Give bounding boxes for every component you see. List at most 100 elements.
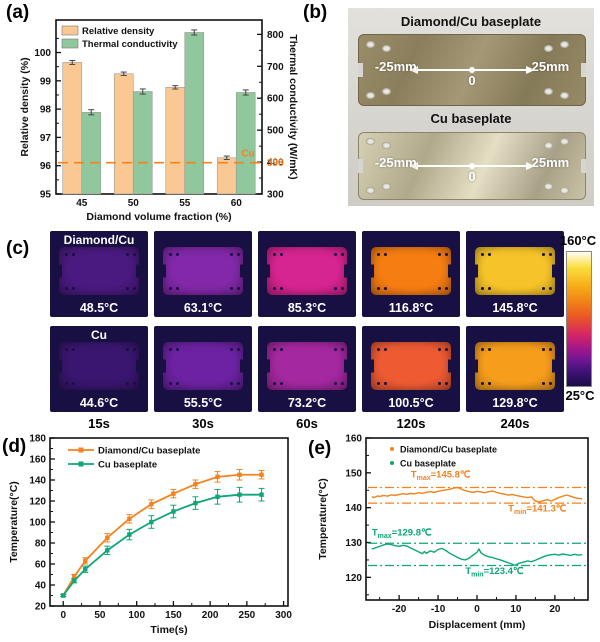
thermal-plate: [369, 247, 453, 295]
panel-b-photo: Diamond/Cu baseplate -25mm 0 25mm Cu bas…: [348, 8, 594, 206]
thermal-image-cell: 145.8°C: [466, 231, 564, 317]
svg-text:100: 100: [34, 48, 51, 59]
plate-hole: [365, 186, 375, 194]
plate-hole: [544, 182, 554, 190]
panel-label-e: (e): [308, 438, 332, 459]
ruler-label-right: 25mm: [531, 155, 570, 171]
thermal-plate: [369, 342, 453, 390]
data-point: [215, 494, 220, 499]
temperature-reading: 129.8°C: [492, 396, 538, 410]
svg-text:Relative density (%): Relative density (%): [19, 57, 31, 156]
thermal-plate: [265, 342, 349, 390]
bar-relative-density: [62, 62, 83, 195]
svg-text:150: 150: [165, 610, 182, 621]
temperature-reading: 63.1°C: [183, 301, 223, 315]
ruler-label-right: 25mm: [531, 58, 570, 74]
svg-text:Cu baseplate: Cu baseplate: [400, 459, 456, 469]
thermal-image-cell: Diamond/Cu 48.5°C: [50, 231, 148, 317]
svg-text:50: 50: [94, 610, 106, 621]
thermal-image-cell: 116.8°C: [362, 231, 460, 317]
series-line: [371, 486, 583, 503]
ruler-label-zero: 0: [468, 72, 476, 88]
data-point: [193, 500, 198, 506]
plate-hole: [381, 182, 391, 190]
data-point: [193, 482, 198, 487]
thermal-plate: [265, 247, 349, 295]
thermal-image-cell: 85.3°C: [258, 231, 356, 317]
temperature-reading: 44.6°C: [79, 396, 119, 410]
svg-text:99: 99: [40, 76, 52, 87]
svg-text:398: 398: [267, 158, 284, 169]
svg-text:Displacement (mm): Displacement (mm): [429, 619, 526, 631]
data-point: [83, 567, 88, 572]
plate-hole: [560, 40, 570, 48]
data-point: [105, 535, 110, 540]
svg-text:140: 140: [345, 503, 362, 514]
ruler-center-dot: [469, 163, 475, 169]
plate-notch: [581, 63, 586, 77]
plate-hole: [365, 138, 375, 146]
data-point: [83, 558, 88, 564]
panel-label-b: (b): [303, 2, 328, 23]
svg-text:150: 150: [345, 468, 362, 479]
svg-text:Diamond volume fraction (%): Diamond volume fraction (%): [86, 211, 231, 223]
annotation: Tmax=145.8℃: [411, 470, 471, 483]
thermal-plate: [473, 247, 557, 295]
svg-text:Time(s): Time(s): [150, 624, 187, 636]
svg-text:20: 20: [549, 604, 561, 615]
colorbar-max-label: 160°C: [559, 233, 597, 248]
bar-thermal-conductivity: [81, 111, 102, 195]
panel-label-d: (d): [2, 436, 27, 457]
svg-text:96: 96: [40, 161, 52, 172]
temperature-reading: 73.2°C: [287, 396, 327, 410]
thermal-plate: [161, 247, 245, 295]
data-point: [259, 472, 264, 477]
plate-title-cu: Cu baseplate: [430, 111, 512, 126]
svg-text:130: 130: [345, 538, 362, 549]
svg-text:-10: -10: [431, 604, 446, 615]
temperature-reading: 48.5°C: [79, 301, 119, 315]
plate-hole: [544, 88, 554, 96]
time-label: 240s: [500, 416, 530, 431]
thermal-plate: [161, 342, 245, 390]
thermal-image-cell: 63.1°C: [154, 231, 252, 317]
annotation: Tmin=123.4℃: [465, 566, 524, 579]
svg-text:20: 20: [35, 602, 47, 613]
thermal-image-cell: 100.5°C: [362, 326, 460, 412]
time-label: 15s: [88, 416, 110, 431]
plate-hole: [381, 88, 391, 96]
data-point: [237, 492, 242, 497]
thermal-colorbar: [566, 251, 592, 387]
svg-text:50: 50: [128, 198, 140, 209]
panel-c-thermal-grid: Diamond/Cu 48.5°C 63.1°C 85.3°C 116.8°C 145.8…: [50, 231, 564, 431]
svg-text:800: 800: [267, 30, 284, 41]
annotation: Tmin=141.3℃: [508, 504, 567, 516]
thermal-row-label: Diamond/Cu: [63, 233, 135, 247]
thermal-image-cell: 129.8°C: [466, 326, 564, 412]
temperature-reading: 145.8°C: [492, 301, 538, 315]
arrowhead-left-icon: [408, 66, 418, 74]
svg-text:100: 100: [29, 518, 46, 529]
svg-text:80: 80: [35, 539, 47, 550]
svg-text:Cu baseplate: Cu baseplate: [98, 460, 157, 471]
data-point: [149, 519, 154, 525]
arrowhead-left-icon: [408, 162, 418, 170]
svg-text:Diamond/Cu baseplate: Diamond/Cu baseplate: [98, 446, 200, 457]
temperature-reading: 116.8°C: [388, 301, 434, 315]
svg-text:140: 140: [29, 476, 46, 487]
ruler-label-zero: 0: [468, 168, 476, 184]
svg-text:Relative density: Relative density: [82, 26, 155, 37]
legend-swatch: [61, 25, 79, 36]
plate-hole: [560, 186, 570, 194]
svg-text:Thermal conductivity: Thermal conductivity: [82, 39, 178, 50]
thermal-row: Diamond/Cu 48.5°C 63.1°C 85.3°C 116.8°C 145.8…: [50, 231, 564, 317]
temperature-reading: 100.5°C: [388, 396, 434, 410]
colorbar-min-label: 25°C: [565, 388, 595, 403]
svg-text:55: 55: [179, 198, 191, 209]
plate-hole: [381, 142, 391, 150]
panel-label-a: (a): [6, 2, 30, 23]
panel-label-c: (c): [6, 238, 30, 259]
data-point: [171, 509, 176, 514]
data-point: [72, 578, 77, 583]
plate-hole: [365, 40, 375, 48]
